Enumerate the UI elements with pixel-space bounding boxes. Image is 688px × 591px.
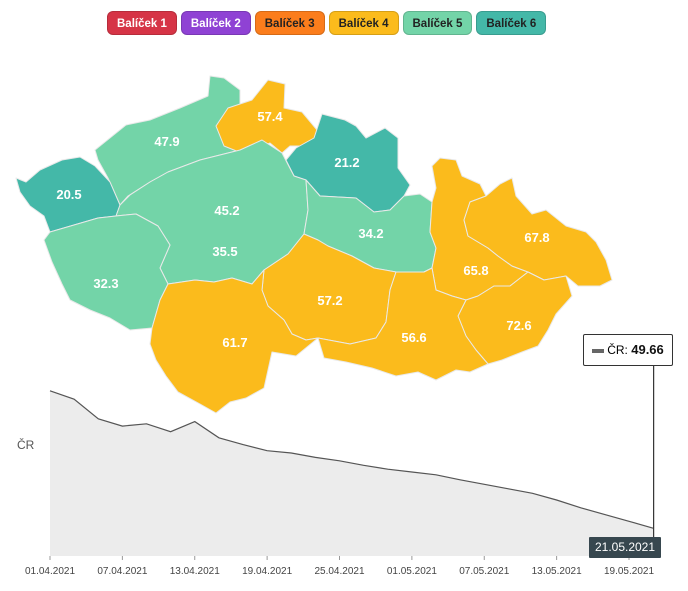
series-swatch-icon bbox=[592, 348, 605, 353]
region-value-stredocesky: 35.5 bbox=[212, 244, 237, 259]
region-value-pardubicky: 34.2 bbox=[358, 226, 383, 241]
legend-package-6[interactable]: Balíček 6 bbox=[476, 11, 547, 35]
region-value-praha: 45.2 bbox=[214, 203, 239, 218]
legend-package-4[interactable]: Balíček 4 bbox=[328, 11, 399, 35]
region-value-plzensky: 32.3 bbox=[93, 276, 118, 291]
region-value-liberecky: 57.4 bbox=[257, 109, 283, 124]
region-value-olomoucky: 65.8 bbox=[463, 263, 488, 278]
chart-series-label: ČR bbox=[17, 438, 35, 452]
legend-package-5[interactable]: Balíček 5 bbox=[402, 11, 473, 35]
hover-date-badge: 21.05.2021 bbox=[589, 537, 661, 558]
region-jihocesky[interactable] bbox=[149, 269, 319, 414]
region-value-karlovarsky: 20.5 bbox=[56, 187, 81, 202]
region-value-moravskoslezsky: 67.8 bbox=[524, 230, 549, 245]
legend-package-2[interactable]: Balíček 2 bbox=[180, 11, 251, 35]
tooltip-label: ČR: bbox=[607, 343, 628, 357]
package-legend: Balíček 1 Balíček 2 Balíček 3 Balíček 4 … bbox=[107, 11, 547, 35]
region-value-jihomoravsky: 56.6 bbox=[401, 330, 426, 345]
region-value-zlinsky: 72.6 bbox=[506, 318, 531, 333]
region-moravskoslezsky[interactable] bbox=[463, 177, 613, 287]
region-value-jihocesky: 61.7 bbox=[222, 335, 247, 350]
region-value-vysocina: 57.2 bbox=[317, 293, 342, 308]
region-value-ustecky: 47.9 bbox=[154, 134, 179, 149]
hover-tooltip: ČR: 49.66 bbox=[583, 334, 673, 366]
legend-package-3[interactable]: Balíček 3 bbox=[254, 11, 325, 35]
region-value-kralovehradecky: 21.2 bbox=[334, 155, 359, 170]
legend-package-1[interactable]: Balíček 1 bbox=[107, 11, 177, 35]
region-plzensky[interactable] bbox=[43, 213, 171, 331]
tooltip-value: 49.66 bbox=[631, 342, 664, 357]
region-jihomoravsky[interactable] bbox=[317, 267, 489, 381]
